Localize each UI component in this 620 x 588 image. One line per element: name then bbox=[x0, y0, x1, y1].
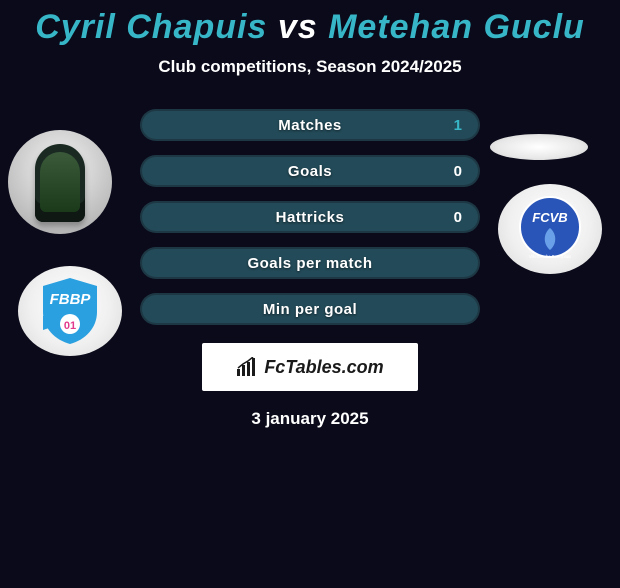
player2-club-badge: FCVB Villefranche Beaujolais bbox=[498, 184, 602, 274]
stat-label: Hattricks bbox=[276, 209, 345, 226]
player2-avatar bbox=[490, 134, 588, 160]
comparison-title: Cyril Chapuis vs Metehan Guclu bbox=[0, 8, 620, 47]
stat-row-min-per-goal: Min per goal bbox=[140, 293, 480, 325]
stat-label: Goals bbox=[288, 163, 332, 180]
vs-text: vs bbox=[278, 8, 318, 46]
bar-chart-icon bbox=[236, 357, 258, 377]
stat-label: Matches bbox=[278, 117, 342, 134]
badge-left-sub: 01 bbox=[64, 320, 76, 332]
stat-right-value: 1 bbox=[434, 117, 462, 134]
player1-avatar bbox=[8, 130, 112, 234]
player1-club-badge: FBBP 01 bbox=[18, 266, 122, 356]
subtitle: Club competitions, Season 2024/2025 bbox=[0, 57, 620, 77]
player2-name: Metehan Guclu bbox=[328, 8, 585, 46]
stats-container: Matches 1 Goals 0 Hattricks 0 Goals per … bbox=[140, 109, 480, 325]
fctables-watermark: FcTables.com bbox=[202, 343, 418, 391]
stat-row-hattricks: Hattricks 0 bbox=[140, 201, 480, 233]
badge-right-text: FCVB bbox=[532, 210, 567, 225]
stat-row-goals-per-match: Goals per match bbox=[140, 247, 480, 279]
stat-label: Min per goal bbox=[263, 301, 357, 318]
watermark-text: FcTables.com bbox=[264, 357, 383, 378]
stat-row-goals: Goals 0 bbox=[140, 155, 480, 187]
stat-right-value: 0 bbox=[434, 209, 462, 226]
stat-row-matches: Matches 1 bbox=[140, 109, 480, 141]
badge-left-text: FBBP bbox=[50, 291, 92, 308]
stat-right-value: 0 bbox=[434, 163, 462, 180]
badge-right-sub: Villefranche Beaujolais bbox=[529, 254, 571, 259]
stat-label: Goals per match bbox=[247, 255, 372, 272]
date-text: 3 january 2025 bbox=[0, 409, 620, 429]
player1-name: Cyril Chapuis bbox=[35, 8, 267, 46]
